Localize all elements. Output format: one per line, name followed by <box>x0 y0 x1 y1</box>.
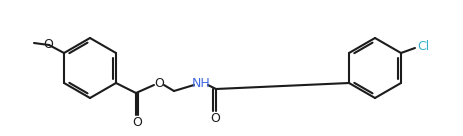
Text: O: O <box>132 115 142 129</box>
Text: O: O <box>210 112 220 124</box>
Text: O: O <box>43 38 53 50</box>
Text: NH: NH <box>192 77 210 89</box>
Text: O: O <box>154 77 164 89</box>
Text: Cl: Cl <box>417 41 429 53</box>
